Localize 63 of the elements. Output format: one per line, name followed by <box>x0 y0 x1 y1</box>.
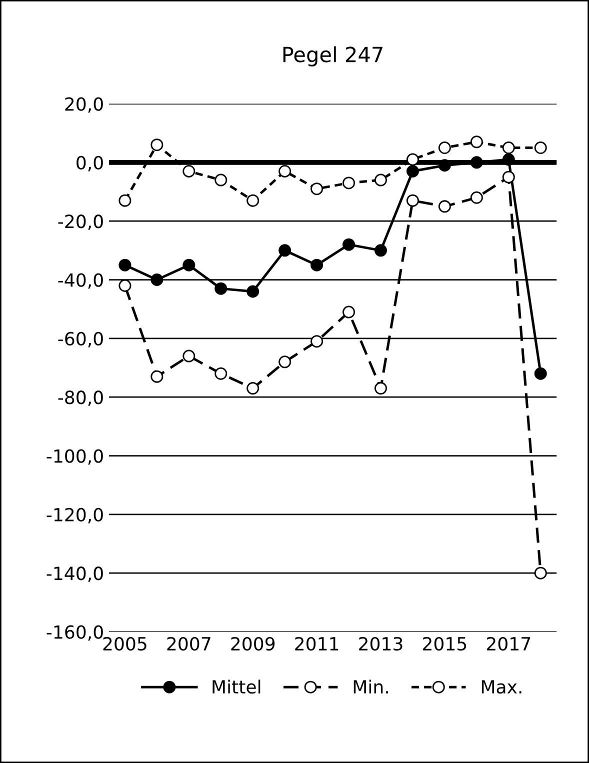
point <box>182 164 196 178</box>
point <box>182 350 196 362</box>
point <box>342 238 356 251</box>
x-tick-label: 2017 <box>486 636 530 651</box>
point <box>150 274 164 286</box>
point <box>534 142 547 154</box>
y-tick-label: -60,0 <box>58 332 103 348</box>
point <box>502 153 515 166</box>
y-tick-label: 20,0 <box>65 97 103 113</box>
point <box>310 335 324 348</box>
point <box>438 142 451 154</box>
point <box>502 142 515 154</box>
legend-label: Min. <box>354 680 388 694</box>
point <box>438 200 451 213</box>
point <box>246 194 260 207</box>
point <box>406 194 419 207</box>
y-tick-label: -20,0 <box>58 214 103 230</box>
y-tick-label: -160,0 <box>46 625 103 641</box>
point <box>246 285 260 298</box>
y-tick-label: -80,0 <box>58 390 103 406</box>
legend-label: Max. <box>482 680 522 694</box>
y-tick-label: -100,0 <box>46 449 103 465</box>
point <box>118 194 132 207</box>
point <box>342 176 356 190</box>
x-tick-label: 2005 <box>103 636 146 651</box>
point <box>534 367 547 380</box>
point <box>150 370 164 383</box>
point <box>182 258 196 272</box>
point <box>342 306 356 318</box>
point <box>246 382 260 395</box>
legend-label: Mittel <box>212 680 260 694</box>
point <box>502 170 515 184</box>
point <box>534 566 547 580</box>
point <box>374 382 387 395</box>
point <box>214 174 228 186</box>
y-tick-label: -140,0 <box>46 566 103 582</box>
point <box>406 153 419 166</box>
point <box>374 244 387 257</box>
point <box>214 282 228 295</box>
x-tick-label: 2013 <box>359 636 402 651</box>
x-tick-label: 2007 <box>167 636 210 651</box>
point <box>310 182 324 196</box>
point <box>150 138 164 152</box>
point <box>310 258 324 272</box>
y-tick-label: -120,0 <box>46 508 103 524</box>
point <box>470 156 483 169</box>
point <box>278 244 292 257</box>
x-tick-label: 2009 <box>231 636 275 651</box>
point <box>278 164 292 178</box>
point <box>278 356 292 368</box>
y-tick-label: -40,0 <box>58 273 103 289</box>
point <box>118 258 132 272</box>
point <box>214 367 228 380</box>
point <box>438 159 451 172</box>
chart-title: Pegel 247 <box>283 46 382 66</box>
point <box>470 136 483 148</box>
point <box>406 164 419 178</box>
point <box>470 191 483 204</box>
point <box>374 174 387 186</box>
x-tick-label: 2015 <box>423 636 466 651</box>
y-tick-label: 0,0 <box>76 156 103 172</box>
x-tick-label: 2011 <box>295 636 338 651</box>
point <box>118 279 132 292</box>
